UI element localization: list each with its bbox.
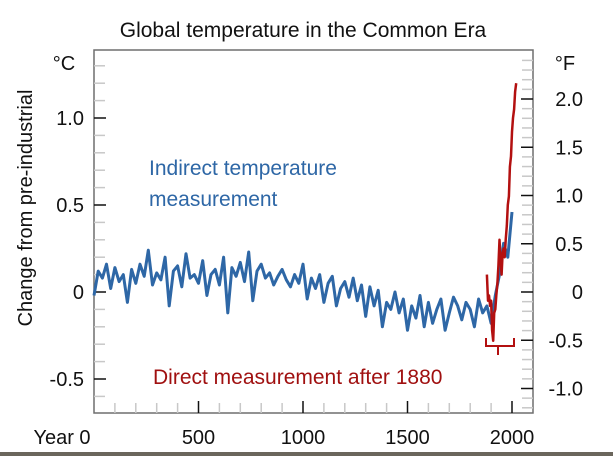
x-tick-label: 1000 xyxy=(281,427,326,449)
y-right-tick-label: 0.5 xyxy=(555,234,583,256)
y-right-tick-label: 0 xyxy=(572,282,583,304)
bottom-edge-strip xyxy=(0,452,613,456)
x-tick-label: Year 0 xyxy=(33,427,90,449)
y-left-tick-label: 1.0 xyxy=(56,108,84,130)
indirect-annotation-line1: Indirect temperature xyxy=(149,157,337,180)
x-tick-label: 2000 xyxy=(490,427,535,449)
left-unit-label: °C xyxy=(53,53,75,75)
y-axis-label: Change from pre-industrial xyxy=(15,90,37,327)
chart-title: Global temperature in the Common Era xyxy=(120,19,487,42)
plot-frame xyxy=(93,49,534,414)
y-right-tick-label: -1.0 xyxy=(549,379,583,401)
ticks-layer xyxy=(94,59,533,413)
right-unit-label: °F xyxy=(555,53,575,75)
direct-annotation: Direct measurement after 1880 xyxy=(153,366,442,389)
indirect-annotation-line2: measurement xyxy=(149,188,278,211)
y-right-tick-label: 1.5 xyxy=(555,137,583,159)
y-left-tick-label: -0.5 xyxy=(50,369,84,391)
indirect-temperature-line xyxy=(92,211,514,332)
x-tick-label: 1500 xyxy=(385,427,430,449)
direct-measurement-line xyxy=(485,83,518,342)
direct-measurement-bracket xyxy=(485,338,515,355)
y-left-tick-label: 0 xyxy=(73,282,84,304)
y-right-tick-label: 1.0 xyxy=(555,186,583,208)
labels-layer: Year 0 500 1000 1500 2000 1.0 0.5 0 -0.5 2.0 1.5 1.… xyxy=(33,89,583,449)
y-left-tick-label: 0.5 xyxy=(56,195,84,217)
y-right-tick-label: 2.0 xyxy=(555,89,583,111)
series-layer xyxy=(92,83,518,342)
y-right-tick-label: -0.5 xyxy=(549,330,583,352)
x-tick-label: 500 xyxy=(182,427,215,449)
